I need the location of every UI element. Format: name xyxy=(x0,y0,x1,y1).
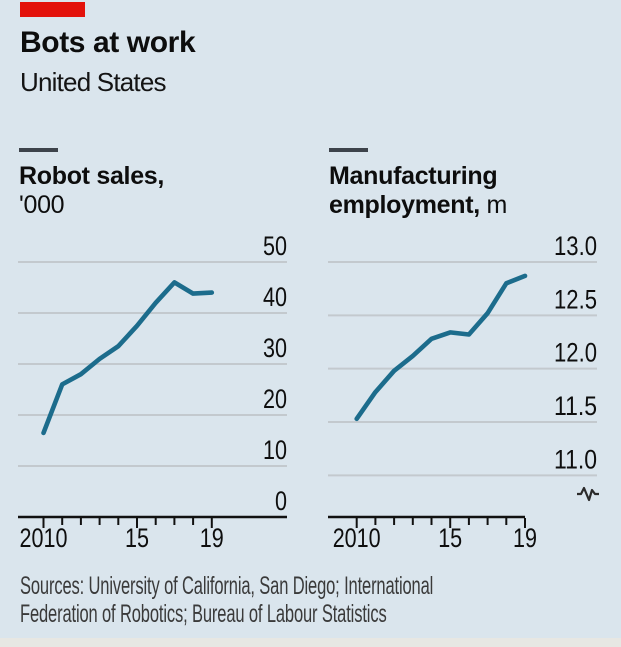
manufacturing-employment-chart: 13.0 12.5 12.0 11.5 11.0 2010 15 19 xyxy=(328,231,599,553)
left-chart-unit: '000 xyxy=(19,191,65,219)
y-axis-label: 13.0 xyxy=(554,231,597,261)
data-line xyxy=(41,280,215,436)
y-axis-label: 10 xyxy=(263,435,287,465)
x-axis-label: 19 xyxy=(200,523,224,553)
y-axis-label: 40 xyxy=(263,282,287,312)
right-chart-unit: m xyxy=(479,191,508,219)
x-axis-label: 2010 xyxy=(20,523,68,553)
left-chart-title-bold: Robot sales, xyxy=(19,162,165,190)
y-axis-label: 20 xyxy=(263,384,287,414)
page-subtitle: United States xyxy=(20,67,167,97)
y-axis-label: 11.0 xyxy=(554,444,597,474)
right-chart-title-line2: employment, m xyxy=(329,191,507,220)
right-chart-title-line2-bold: employment, xyxy=(329,191,480,219)
sources-line-1: Sources: University of California, San D… xyxy=(20,572,434,600)
left-chart-dash xyxy=(19,148,58,152)
economist-red-tab xyxy=(20,2,85,17)
x-axis-label: 2010 xyxy=(333,523,381,553)
x-axis-label: 15 xyxy=(125,523,149,553)
left-chart-title-line1: Robot sales, xyxy=(19,162,164,191)
y-axis-label: 12.0 xyxy=(554,338,597,368)
x-axis-label: 15 xyxy=(438,523,462,553)
y-axis-label: 30 xyxy=(263,333,287,363)
y-axis-label: 0 xyxy=(275,486,287,516)
sources-line-2: Federation of Robotics; Bureau of Labour… xyxy=(20,600,387,628)
right-chart-title-line1: Manufacturing xyxy=(329,162,498,191)
y-axis-label: 11.5 xyxy=(554,391,597,421)
axis-break-squiggle xyxy=(577,486,599,502)
x-axis-label: 19 xyxy=(513,523,537,553)
right-chart-dash xyxy=(329,148,368,152)
page-bottom-margin xyxy=(0,638,621,647)
y-axis-label: 12.5 xyxy=(554,284,597,314)
page-title: Bots at work xyxy=(20,26,196,59)
left-chart-title-line2: '000 xyxy=(19,191,65,220)
right-chart-title-bold: Manufacturing xyxy=(329,162,498,190)
axis-break-icon xyxy=(577,486,599,502)
data-line xyxy=(354,273,528,422)
y-axis-label: 50 xyxy=(263,231,287,261)
